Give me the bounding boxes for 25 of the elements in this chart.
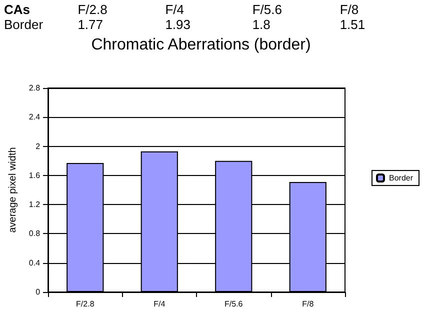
x-tick-label: F/5.6 <box>252 2 283 17</box>
y-tick-label: 1.2 <box>28 200 41 210</box>
category-label: F/8 <box>302 300 314 308</box>
x-tick-label: F/2.8 <box>78 2 108 17</box>
y-tick-label: 0.8 <box>28 229 41 238</box>
data-label: 1.77 <box>78 17 104 32</box>
data-label: 1.51 <box>340 17 366 32</box>
chart-title: Chromatic Aberrations (border) <box>91 36 311 54</box>
y-tick-label: 2.4 <box>28 112 41 122</box>
text: CAs <box>4 2 32 17</box>
category-label: F/2.8 <box>76 300 94 308</box>
data-label: 1.93 <box>165 17 192 32</box>
x-tick-label: F/4 <box>165 2 185 17</box>
y-axis-title: average pixel width <box>8 147 18 233</box>
y-tick-label: 2 <box>36 142 41 151</box>
data-label: 1.8 <box>252 17 272 32</box>
y-tick-label: 1.6 <box>28 170 41 180</box>
category-label: F/5.6 <box>224 300 243 308</box>
category-label: F/4 <box>154 300 166 308</box>
y-tick-label: 2.8 <box>28 84 41 92</box>
legend-label: Border <box>388 174 414 182</box>
x-tick-label: F/8 <box>340 2 360 17</box>
y-tick-label: 0.4 <box>28 258 41 268</box>
text: Border <box>4 17 44 32</box>
y-tick-label: 0 <box>36 288 41 296</box>
